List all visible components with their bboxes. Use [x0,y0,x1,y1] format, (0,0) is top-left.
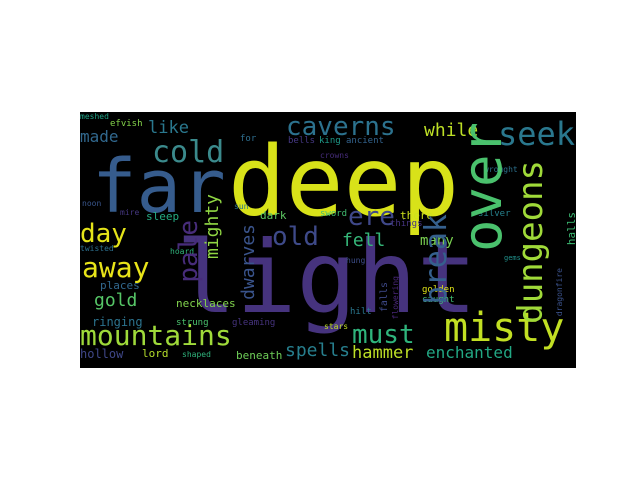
word-sword: sword [320,209,348,219]
word-beneath: beneath [236,349,283,362]
word-pale: pale [174,220,204,283]
word-gold: gold [94,290,138,311]
word-dungeons: dungeons [511,160,551,324]
word-crowns: crowns [320,151,349,160]
word-dark: dark [260,209,287,222]
word-efvish: efvish [110,119,143,129]
word-falls: falls [379,282,390,313]
word-meshed: meshed [80,112,109,121]
word-noon: noon [82,199,102,208]
word-gleaming: gleaming [232,318,276,328]
word-day: day [80,219,127,249]
word-king: king [319,136,341,146]
word-caught: caught [422,295,455,305]
word-silver: silver [478,209,511,219]
word-sun: sun [234,202,249,211]
word-over: over [451,122,514,253]
word-lord: lord [142,347,169,360]
word-hilt: hilt [350,307,372,317]
word-necklaces: necklaces [176,297,236,310]
word-mire: mire [120,208,140,217]
word-made: made [80,127,119,146]
word-mighty: mighty [202,194,223,260]
word-stars: stars [324,322,349,331]
word-hung: hung [346,256,366,265]
word-misty: misty [444,305,565,351]
word-hollow: hollow [80,347,124,361]
word-spells: spells [285,340,351,361]
word-wrought: wrought [484,165,518,174]
word-fell: fell [342,230,386,251]
word-ere: ere [348,202,395,232]
word-like: like [148,118,189,138]
word-many: many [420,233,454,249]
word-hammer: hammer [352,343,414,363]
word-light: light [176,219,478,336]
word-mountains: mountains [80,319,232,352]
word-caverns: caverns [286,112,396,142]
word-must: must [352,320,415,350]
word-while: while [424,120,479,141]
word-gems: gems [504,254,521,262]
word-things: things [390,219,423,229]
word-dragonfire: dragonfire [555,268,564,317]
word-cloud: deep light far misty caverns cold mounta… [80,112,576,368]
word-dwarves: dwarves [238,224,259,300]
word-sleep: sleep [146,210,180,223]
word-old: old [272,222,319,252]
word-break: break [419,214,454,305]
word-hoard: hoard [170,247,195,256]
word-shaped: shaped [182,350,211,359]
word-places: places [100,279,140,292]
word-deep: deep [228,126,460,238]
word-halls: halls [565,212,576,246]
word-far: far [92,144,226,230]
word-there: there [400,209,434,222]
word-twisted: twisted [80,244,114,253]
word-flowering: flowering [391,276,400,320]
word-golden: golden [422,285,455,295]
word-for: for [240,134,257,144]
word-cold: cold [152,135,225,170]
word-ancient: ancient [346,136,384,146]
word-strung: strung [176,318,209,328]
word-away: away [82,251,150,284]
word-bells: bells [288,136,316,146]
word-ringing: ringing [92,315,143,329]
word-enchanted: enchanted [426,343,513,362]
word-seek: seek [498,115,576,153]
